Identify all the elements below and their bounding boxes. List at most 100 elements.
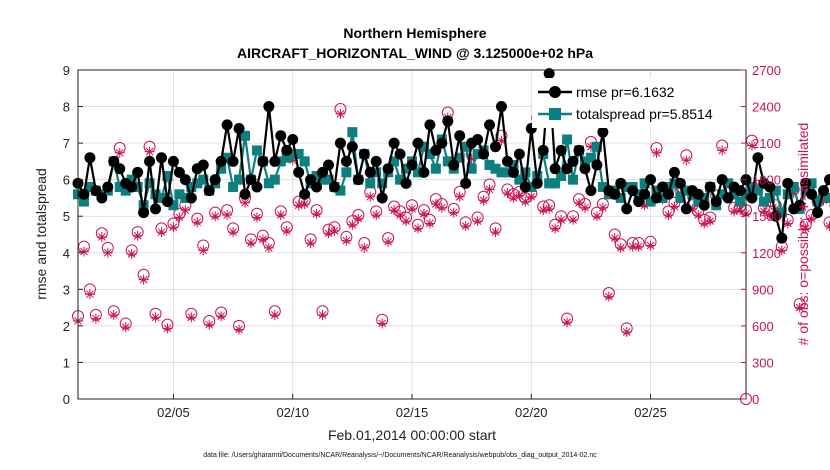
obs-assimilated-marker [234, 324, 245, 335]
obs-assimilated-stroke [282, 226, 291, 235]
obs-assimilated-stroke [342, 236, 351, 245]
obs-assimilated-stroke [217, 312, 225, 320]
rmse-point [501, 155, 513, 167]
obs-assimilated-stroke [205, 320, 214, 329]
x-axis-ticks: 02/05 02/10 02/15 02/20 02/25 [157, 394, 667, 420]
obs-assimilated-marker [275, 210, 286, 221]
totalspread-point [758, 196, 769, 207]
rmse-point [185, 192, 197, 204]
totalspread-point [418, 141, 429, 152]
totalspread-point [591, 141, 602, 152]
right-tick-label: 2100 [752, 136, 781, 151]
totalspread-point [526, 181, 537, 192]
obs-assimilated-stroke [115, 149, 124, 157]
rmse-point [328, 181, 340, 193]
rmse-point [722, 192, 734, 204]
totalspread-point [579, 156, 590, 167]
obs-assimilated-marker [383, 236, 394, 247]
obs-assimilated-stroke [294, 201, 303, 210]
obs-assimilated-stroke [348, 220, 357, 229]
obs-assimilated-stroke [330, 226, 339, 235]
obs-assimilated-marker [341, 235, 352, 246]
totalspread-point [806, 178, 817, 189]
totalspread-point [466, 163, 477, 174]
right-tick-label: 600 [752, 319, 774, 334]
obs-assimilated-stroke [253, 213, 261, 222]
right-tick-label: 2400 [752, 100, 781, 115]
totalspread-point [377, 178, 388, 189]
obs-assimilated-stroke [223, 211, 231, 219]
rmse-point [84, 152, 96, 164]
totalspread-point [150, 189, 161, 200]
obs-assimilated-marker [78, 246, 89, 257]
rmse-point [585, 185, 597, 197]
rmse-point [209, 174, 221, 186]
y-tick-label: 2 [63, 319, 70, 334]
totalspread-point [681, 185, 692, 196]
obs-assimilated-marker [102, 247, 113, 258]
obs-assimilated-marker [627, 241, 638, 252]
rmse-point [764, 181, 776, 193]
obs-assimilated-stroke [479, 196, 488, 205]
totalspread-point [168, 200, 179, 211]
obs-assimilated-stroke [92, 314, 100, 323]
y-tick-label: 7 [63, 136, 70, 151]
totalspread-point [520, 167, 531, 178]
y-tick-label: 0 [63, 392, 70, 407]
rmse-point [704, 181, 716, 193]
totalspread-point [78, 196, 89, 207]
obs-assimilated-stroke [181, 206, 190, 214]
obs-assimilated-marker [311, 208, 322, 219]
obs-assimilated-stroke [420, 209, 428, 218]
obs-assimilated-stroke [748, 141, 756, 150]
obs-assimilated-marker [269, 309, 280, 320]
obs-assimilated-marker [633, 241, 644, 252]
obs-assimilated-stroke [801, 224, 810, 233]
rmse-point [555, 144, 567, 156]
rmse-point [239, 188, 251, 200]
rmse-point [824, 174, 830, 186]
obs-assimilated-stroke [396, 211, 404, 219]
obs-assimilated-marker [693, 210, 704, 221]
obs-assimilated-stroke [259, 235, 267, 244]
obs-assimilated-marker [663, 210, 674, 221]
totalspread-point [412, 167, 423, 178]
right-tick-label: 1800 [752, 173, 781, 188]
obs-assimilated-marker [776, 245, 787, 256]
obs-assimilated-marker [305, 238, 316, 249]
obs-assimilated-stroke [455, 192, 464, 201]
totalspread-point [240, 130, 250, 141]
totalspread-point [311, 171, 322, 182]
totalspread-point [508, 160, 519, 171]
rmse-point [746, 192, 758, 204]
rmse-point [78, 188, 90, 200]
totalspread-point [639, 178, 650, 189]
totalspread-point [430, 163, 441, 174]
obs-assimilated-stroke [306, 239, 315, 247]
rmse-point [621, 203, 633, 215]
obs-assimilated-stroke [599, 203, 607, 212]
x-tick-label: 02/10 [276, 405, 309, 420]
rmse-point [358, 148, 370, 160]
obs-assimilated-marker [114, 147, 125, 158]
rmse-point [257, 155, 269, 167]
obs-assimilated-marker [424, 218, 435, 229]
rmse-point [782, 177, 794, 189]
obs-assimilated-stroke [247, 239, 255, 247]
totalspread-point [615, 192, 626, 203]
rmse-point [770, 210, 782, 222]
rmse-point [108, 155, 120, 167]
obs-assimilated-stroke [437, 203, 446, 212]
rmse-point [96, 192, 108, 204]
rmse-point [317, 166, 329, 178]
rmse-point [478, 148, 490, 160]
y-tick-label: 8 [63, 100, 70, 115]
totalspread-point [484, 160, 495, 171]
rmse-point [776, 232, 788, 244]
obs-assimilated-stroke [569, 216, 577, 224]
right-axis-ticks: 0 300 600 900 1200 1500 1800 2100 2400 2700 [741, 63, 781, 407]
obs-assimilated-stroke [98, 233, 106, 241]
totalspread-point [84, 181, 95, 192]
obs-assimilated-marker [132, 230, 143, 241]
